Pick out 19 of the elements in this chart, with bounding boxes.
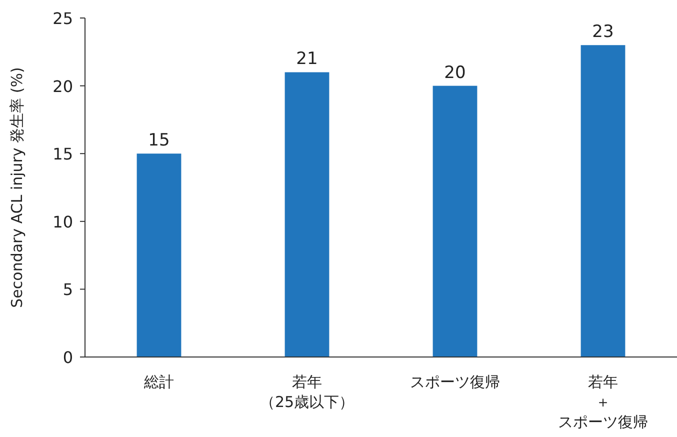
x-tick-label: 若年（25歳以下） <box>260 373 354 411</box>
y-tick-label: 20 <box>52 76 73 96</box>
y-tick-label: 15 <box>52 144 73 164</box>
bar <box>432 86 478 357</box>
data-label: 21 <box>296 49 318 70</box>
data-label: 15 <box>148 130 170 151</box>
x-tick-label: 総計 <box>143 373 174 391</box>
x-tick-label: 若年＋スポーツ復帰 <box>558 373 648 431</box>
data-label: 20 <box>444 62 466 83</box>
y-tick-label: 5 <box>62 280 73 300</box>
y-tick-label: 10 <box>52 212 73 232</box>
bar <box>284 72 330 357</box>
bar <box>136 154 182 357</box>
y-tick-label: 25 <box>52 9 73 28</box>
y-axis-title: Secondary ACL injury 発生率 (%) <box>8 67 26 308</box>
data-label: 23 <box>592 22 614 42</box>
bar <box>580 45 626 357</box>
y-tick-label: 0 <box>62 348 73 367</box>
x-tick-label: スポーツ復帰 <box>410 373 500 391</box>
